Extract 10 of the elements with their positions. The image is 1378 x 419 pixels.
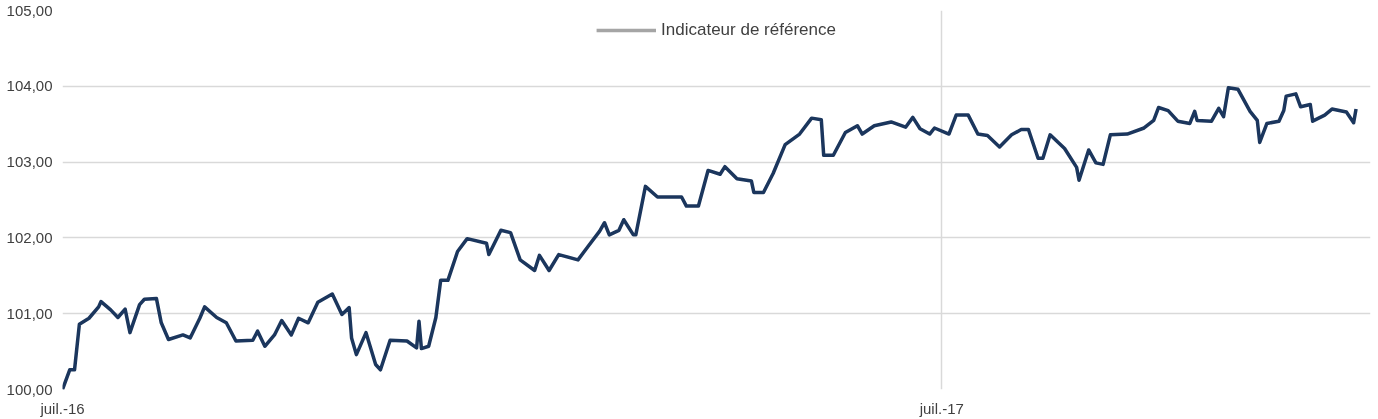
y-tick-label: 104,00 xyxy=(6,77,53,95)
y-tick-label: 105,00 xyxy=(6,1,53,19)
y-tick-label: 102,00 xyxy=(6,228,53,246)
x-tick-label: juil.-16 xyxy=(39,399,85,417)
y-tick-label: 103,00 xyxy=(6,153,53,171)
line-series xyxy=(62,86,1358,390)
legend-label: Indicateur de référence xyxy=(661,20,836,40)
y-tick-label: 101,00 xyxy=(6,304,53,322)
y-tick-label: 100,00 xyxy=(6,380,53,398)
x-tick-label: juil.-17 xyxy=(918,399,964,417)
